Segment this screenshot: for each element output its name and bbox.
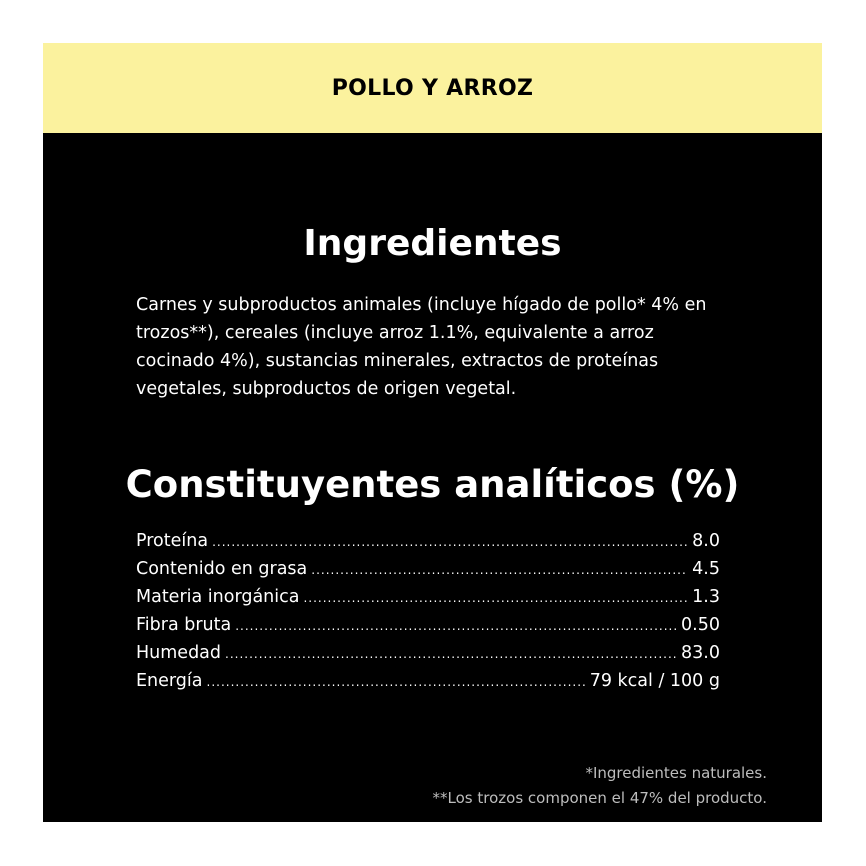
dot-leader	[207, 675, 586, 689]
product-header: POLLO Y ARROZ	[43, 43, 822, 133]
footnotes: *Ingredientes naturales. **Los trozos co…	[433, 761, 767, 811]
constituents-list: Proteína 8.0 Contenido en grasa 4.5 Materi…	[136, 531, 720, 699]
constituent-label: Materia inorgánica	[136, 587, 300, 607]
constituent-label: Proteína	[136, 531, 209, 551]
constituent-value: 8.0	[692, 531, 720, 551]
constituent-row: Contenido en grasa 4.5	[136, 559, 720, 587]
dot-leader	[235, 619, 677, 633]
constituent-value: 83.0	[681, 643, 720, 663]
constituent-value: 1.3	[692, 587, 720, 607]
footnote: **Los trozos componen el 47% del product…	[432, 789, 767, 807]
constituents-heading: Constituyentes analíticos (%)	[125, 463, 740, 506]
dot-leader	[311, 563, 688, 577]
constituent-label: Humedad	[136, 643, 222, 663]
constituent-value: 0.50	[681, 615, 720, 635]
dot-leader	[303, 591, 688, 605]
dot-leader	[225, 647, 677, 661]
constituent-value: 4.5	[692, 559, 720, 579]
constituent-row: Fibra bruta 0.50	[136, 615, 720, 643]
constituent-row: Humedad 83.0	[136, 643, 720, 671]
dot-leader	[212, 535, 688, 549]
info-panel: POLLO Y ARROZ Ingredientes Carnes y subp…	[43, 43, 822, 822]
footnote: *Ingredientes naturales.	[585, 764, 767, 782]
product-title: POLLO Y ARROZ	[331, 75, 534, 101]
constituent-row: Energía 79 kcal / 100 g	[136, 671, 720, 699]
constituent-row: Materia inorgánica 1.3	[136, 587, 720, 615]
constituent-value: 79 kcal / 100 g	[589, 671, 720, 691]
ingredients-heading: Ingredientes	[303, 223, 562, 264]
constituent-row: Proteína 8.0	[136, 531, 720, 559]
constituent-label: Contenido en grasa	[136, 559, 308, 579]
constituent-label: Fibra bruta	[136, 615, 232, 635]
constituent-label: Energía	[136, 671, 203, 691]
ingredients-text: Carnes y subproductos animales (incluye …	[136, 295, 707, 399]
